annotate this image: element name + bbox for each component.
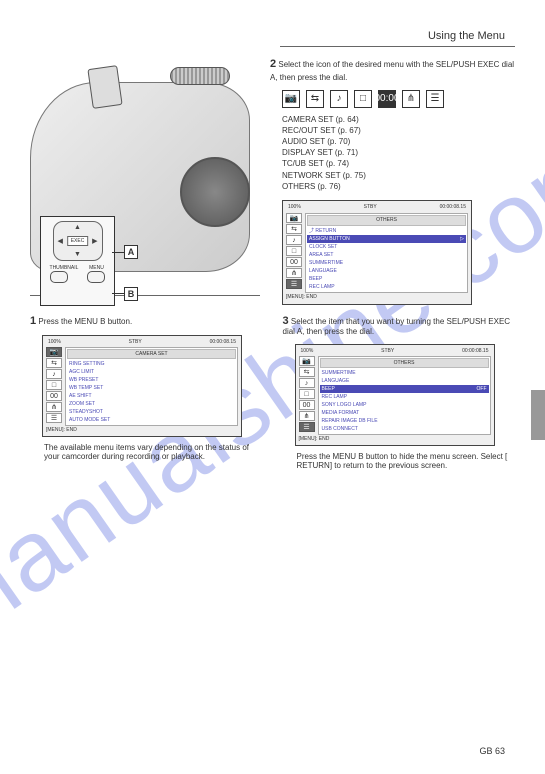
menu-screenshot-1: 100% STBY 00:00:08.15 📷⇆♪ □00⋔ ☰ CAMERA … bbox=[42, 335, 242, 437]
step-3-text: Select the item that you want by turning… bbox=[283, 317, 511, 336]
menu-screenshot-2: 100% STBY 00:00:08.15 📷⇆♪ □00⋔ ☰ OTHERS … bbox=[282, 200, 472, 305]
step-2-text: Select the icon of the desired menu with… bbox=[270, 60, 514, 82]
icon-legend: CAMERA SET (p. 64) REC/OUT SET (p. 67) A… bbox=[282, 114, 515, 192]
lower-right: 3 Select the item that you want by turni… bbox=[283, 315, 516, 474]
step-1-num: 1 bbox=[30, 315, 36, 327]
camera-set-icon: 📷 bbox=[282, 90, 300, 108]
selector-dial: ▲ ▼ ◀ ▶ EXEC bbox=[53, 221, 103, 261]
thumbnail-label: THUMBNAIL bbox=[50, 265, 79, 271]
menu-button bbox=[87, 271, 105, 283]
right-column: 2 Select the icon of the desired menu wi… bbox=[270, 57, 515, 311]
display-set-icon: □ bbox=[354, 90, 372, 108]
step-2-num: 2 bbox=[270, 58, 276, 70]
step-2: 2 Select the icon of the desired menu wi… bbox=[270, 57, 515, 192]
menu-label: MENU bbox=[87, 265, 105, 271]
step-4-note: The available menu items vary depending … bbox=[44, 443, 263, 461]
menu-icons-row: 📷 ⇆ ♪ □ 00:00 ⋔ ☰ bbox=[282, 90, 515, 108]
thumbnail-button bbox=[50, 271, 68, 283]
step-3: 3 Select the item that you want by turni… bbox=[283, 315, 516, 336]
control-callout: ▲ ▼ ◀ ▶ EXEC THUMBNAIL MENU bbox=[40, 216, 115, 306]
page-tab bbox=[531, 390, 545, 440]
tc-ub-icon: 00:00 bbox=[378, 90, 396, 108]
step-1: 1 Press the MENU B button. bbox=[30, 315, 263, 327]
label-a: A bbox=[124, 245, 138, 259]
divider bbox=[280, 46, 515, 47]
page-content: Using the Menu ▲ ▼ ◀ ▶ EXEC bbox=[0, 0, 545, 774]
lower-row: 1 Press the MENU B button. 100% STBY 00:… bbox=[30, 315, 515, 474]
others-icon: ☰ bbox=[426, 90, 444, 108]
step-3-num: 3 bbox=[283, 315, 289, 327]
lower-left: 1 Press the MENU B button. 100% STBY 00:… bbox=[30, 315, 263, 474]
network-icon: ⋔ bbox=[402, 90, 420, 108]
exec-button: EXEC bbox=[67, 236, 89, 246]
label-b: B bbox=[124, 287, 138, 301]
rec-out-icon: ⇆ bbox=[306, 90, 324, 108]
menu-screenshot-3: 100% STBY 00:00:08.15 📷⇆♪ □00⋔ ☰ OTHERS … bbox=[295, 344, 495, 446]
section-header: Using the Menu bbox=[30, 30, 515, 46]
audio-set-icon: ♪ bbox=[330, 90, 348, 108]
camera-column: ▲ ▼ ◀ ▶ EXEC THUMBNAIL MENU bbox=[30, 57, 260, 311]
step-1-text: Press the MENU B button. bbox=[38, 317, 132, 326]
top-row: ▲ ▼ ◀ ▶ EXEC THUMBNAIL MENU bbox=[30, 57, 515, 311]
page-number: GB 63 bbox=[479, 746, 505, 756]
step-3-note: Press the MENU B button to hide the menu… bbox=[297, 452, 516, 470]
